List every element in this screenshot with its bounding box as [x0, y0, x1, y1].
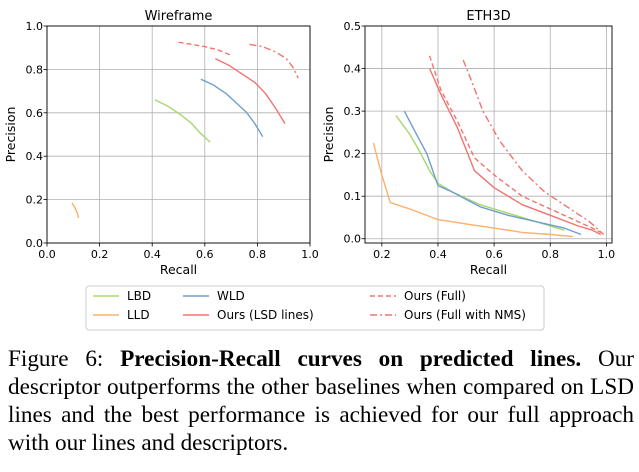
x-tick-label: 0.2	[373, 248, 391, 261]
series-line-ours-full	[178, 41, 232, 56]
legend-label-wld: WLD	[217, 289, 245, 303]
x-axis-label: Recall	[470, 262, 507, 277]
x-tick-label: 0.0	[38, 248, 56, 261]
series-line-lbd	[395, 114, 565, 231]
x-tick-label: 1.0	[301, 248, 319, 261]
panel-eth3d: 0.2 0.4 0.6 0.8 1.0 0.0 0.1 0.2 0.3 0.4 0.5 ETH3D Re…	[321, 9, 615, 277]
y-tick-label: 0.4	[26, 150, 44, 163]
y-axis-label: Precision	[321, 107, 336, 163]
x-tick-label: 0.8	[542, 248, 560, 261]
y-tick-label: 0.3	[344, 105, 362, 118]
chart-title: ETH3D	[466, 9, 510, 24]
panel-wireframe: 0.0 0.2 0.4 0.6 0.8 1.0 0.0 0.2 0.4 0.6 0.8 1.0 Wire…	[3, 9, 319, 277]
legend: LBD LLD WLD Ours (LSD lines) Ours (Full) Ours…	[85, 285, 545, 331]
figure: 0.0 0.2 0.4 0.6 0.8 1.0 0.0 0.2 0.4 0.6 0.8 1.0 Wire…	[3, 9, 615, 331]
series-line-ours-lsd-lines	[428, 68, 602, 236]
y-tick-label: 0.2	[26, 194, 44, 207]
plot-frame	[364, 25, 613, 244]
chart-title: Wireframe	[145, 9, 213, 24]
x-axis-label: Recall	[160, 262, 197, 277]
y-tick-label: 0.5	[344, 20, 362, 33]
y-tick-label: 0.1	[344, 190, 362, 203]
y-tick-label: 0.2	[344, 148, 362, 161]
y-tick-label: 0.8	[26, 63, 44, 76]
y-tick-label: 0.0	[344, 233, 362, 246]
series-line-ours-full-with-nms	[462, 59, 605, 236]
y-tick-label: 1.0	[26, 20, 44, 33]
caption-body: Our descriptor outperforms the other bas…	[8, 346, 635, 456]
plot-frame	[46, 25, 311, 244]
legend-label-ours-lsd-lines: Ours (LSD lines)	[217, 308, 314, 322]
y-tick-label: 0.4	[344, 63, 362, 76]
x-tick-label: 0.6	[485, 248, 503, 261]
x-tick-label: 1.0	[598, 248, 616, 261]
legend-label-lbd: LBD	[127, 289, 151, 303]
series-line-lld	[71, 202, 80, 219]
y-tick-label: 0.6	[26, 107, 44, 120]
series-line-lld	[372, 142, 573, 238]
caption-bold-title: Precision-Recall curves on predicted lin…	[120, 346, 582, 372]
x-tick-label: 0.6	[196, 248, 214, 261]
series-line-ours-lsd-lines	[214, 57, 286, 124]
y-tick-label: 0.0	[26, 237, 44, 250]
figure-caption: Figure 6: Precision-Recall curves on pre…	[8, 345, 634, 457]
legend-label-lld: LLD	[127, 308, 150, 322]
series-line-wld	[200, 78, 264, 138]
legend-label-ours-full: Ours (Full)	[404, 289, 466, 303]
y-axis-label: Precision	[3, 107, 18, 163]
series-line-ours-full	[428, 55, 602, 234]
x-tick-label: 0.8	[249, 248, 267, 261]
series-line-ours-full-with-nms	[249, 43, 299, 79]
legend-label-ours-full-with-nms: Ours (Full with NMS)	[404, 308, 526, 322]
x-tick-label: 0.4	[143, 248, 161, 261]
series-line-lbd	[154, 99, 211, 143]
series-line-wld	[403, 110, 582, 236]
legend-box	[85, 285, 545, 331]
x-tick-label: 0.4	[429, 248, 447, 261]
caption-label: Figure 6:	[8, 346, 121, 372]
x-tick-label: 0.2	[91, 248, 109, 261]
